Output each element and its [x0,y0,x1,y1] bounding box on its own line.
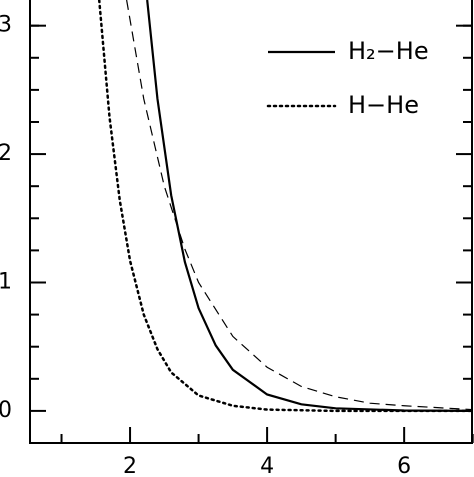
legend-label: H−He [348,91,419,119]
legend-background [260,25,460,140]
x-tick-label: 6 [397,454,411,477]
x-tick-label: 4 [260,454,274,477]
y-tick-label: 1 [0,269,12,294]
y-tick-label: 0 [0,398,12,423]
y-tick-label: 2 [0,141,12,166]
series-line [97,0,472,413]
axes-frame [29,0,473,444]
legend-label: H₂−He [348,37,429,65]
plot-area [97,0,472,413]
series-line [126,0,472,411]
x-tick-label: 2 [123,454,137,477]
series-line [146,0,472,412]
y-tick-label: 3 [0,13,12,38]
